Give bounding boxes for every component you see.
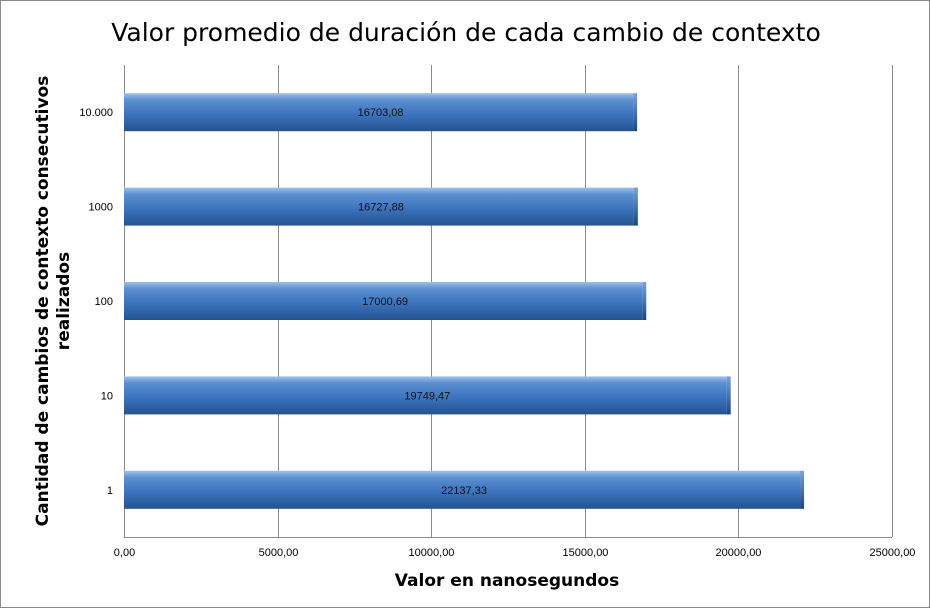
- x-tick-label: 10000,00: [409, 547, 455, 559]
- y-tick-labels: 1 10 100 1000 10.000: [79, 107, 113, 497]
- data-label-10: 19749,47: [404, 390, 450, 402]
- bar-end-cap: [726, 376, 731, 415]
- bar-100: [124, 282, 647, 320]
- bar-10.000: [124, 93, 638, 132]
- y-tick-label: 100: [95, 296, 113, 308]
- bar-body: [124, 187, 634, 226]
- chart-title: Valor promedio de duración de cada cambi…: [111, 18, 821, 47]
- data-label-1: 22137,33: [441, 485, 487, 497]
- x-axis-title: Valor en nanosegundos: [395, 571, 619, 591]
- bars: [124, 93, 805, 509]
- bar-1000: [124, 187, 638, 226]
- y-axis-title-line-1: Cantidad de cambios de contexto consecut…: [33, 76, 53, 527]
- y-axis-title: Cantidad de cambios de contexto consecut…: [33, 76, 74, 527]
- bar-body: [124, 470, 801, 509]
- y-axis-title-line-2: realizados: [54, 252, 74, 350]
- data-label-100: 17000,69: [362, 296, 408, 308]
- bar-end-cap: [800, 470, 805, 509]
- bar-1: [124, 470, 805, 509]
- x-tick-labels: 0,00 5000,00 10000,00 15000,00 20000,00 25000…: [114, 547, 916, 559]
- bar-end-cap: [642, 282, 647, 320]
- bar-body: [124, 282, 643, 320]
- bar-body: [124, 93, 634, 132]
- data-labels: 22137,33 19749,47 17000,69 16727,88 16703,08: [358, 107, 487, 497]
- y-tick-label: 1000: [89, 202, 113, 214]
- x-tick-label: 0,00: [114, 547, 135, 559]
- bar-end-cap: [633, 93, 638, 132]
- x-tick-label: 15000,00: [563, 547, 609, 559]
- data-label-1000: 16727,88: [358, 202, 404, 214]
- x-tick-label: 5000,00: [259, 547, 299, 559]
- x-tick-label: 20000,00: [716, 547, 762, 559]
- bar-body: [124, 376, 727, 415]
- bar-10: [124, 376, 731, 415]
- x-tick-label: 25000,00: [870, 547, 916, 559]
- y-tick-label: 1: [107, 485, 113, 497]
- gridlines: [124, 65, 893, 538]
- data-label-10.000: 16703,08: [358, 107, 404, 119]
- y-tick-label: 10.000: [79, 107, 113, 119]
- y-tick-label: 10: [101, 390, 113, 402]
- bar-end-cap: [633, 187, 638, 226]
